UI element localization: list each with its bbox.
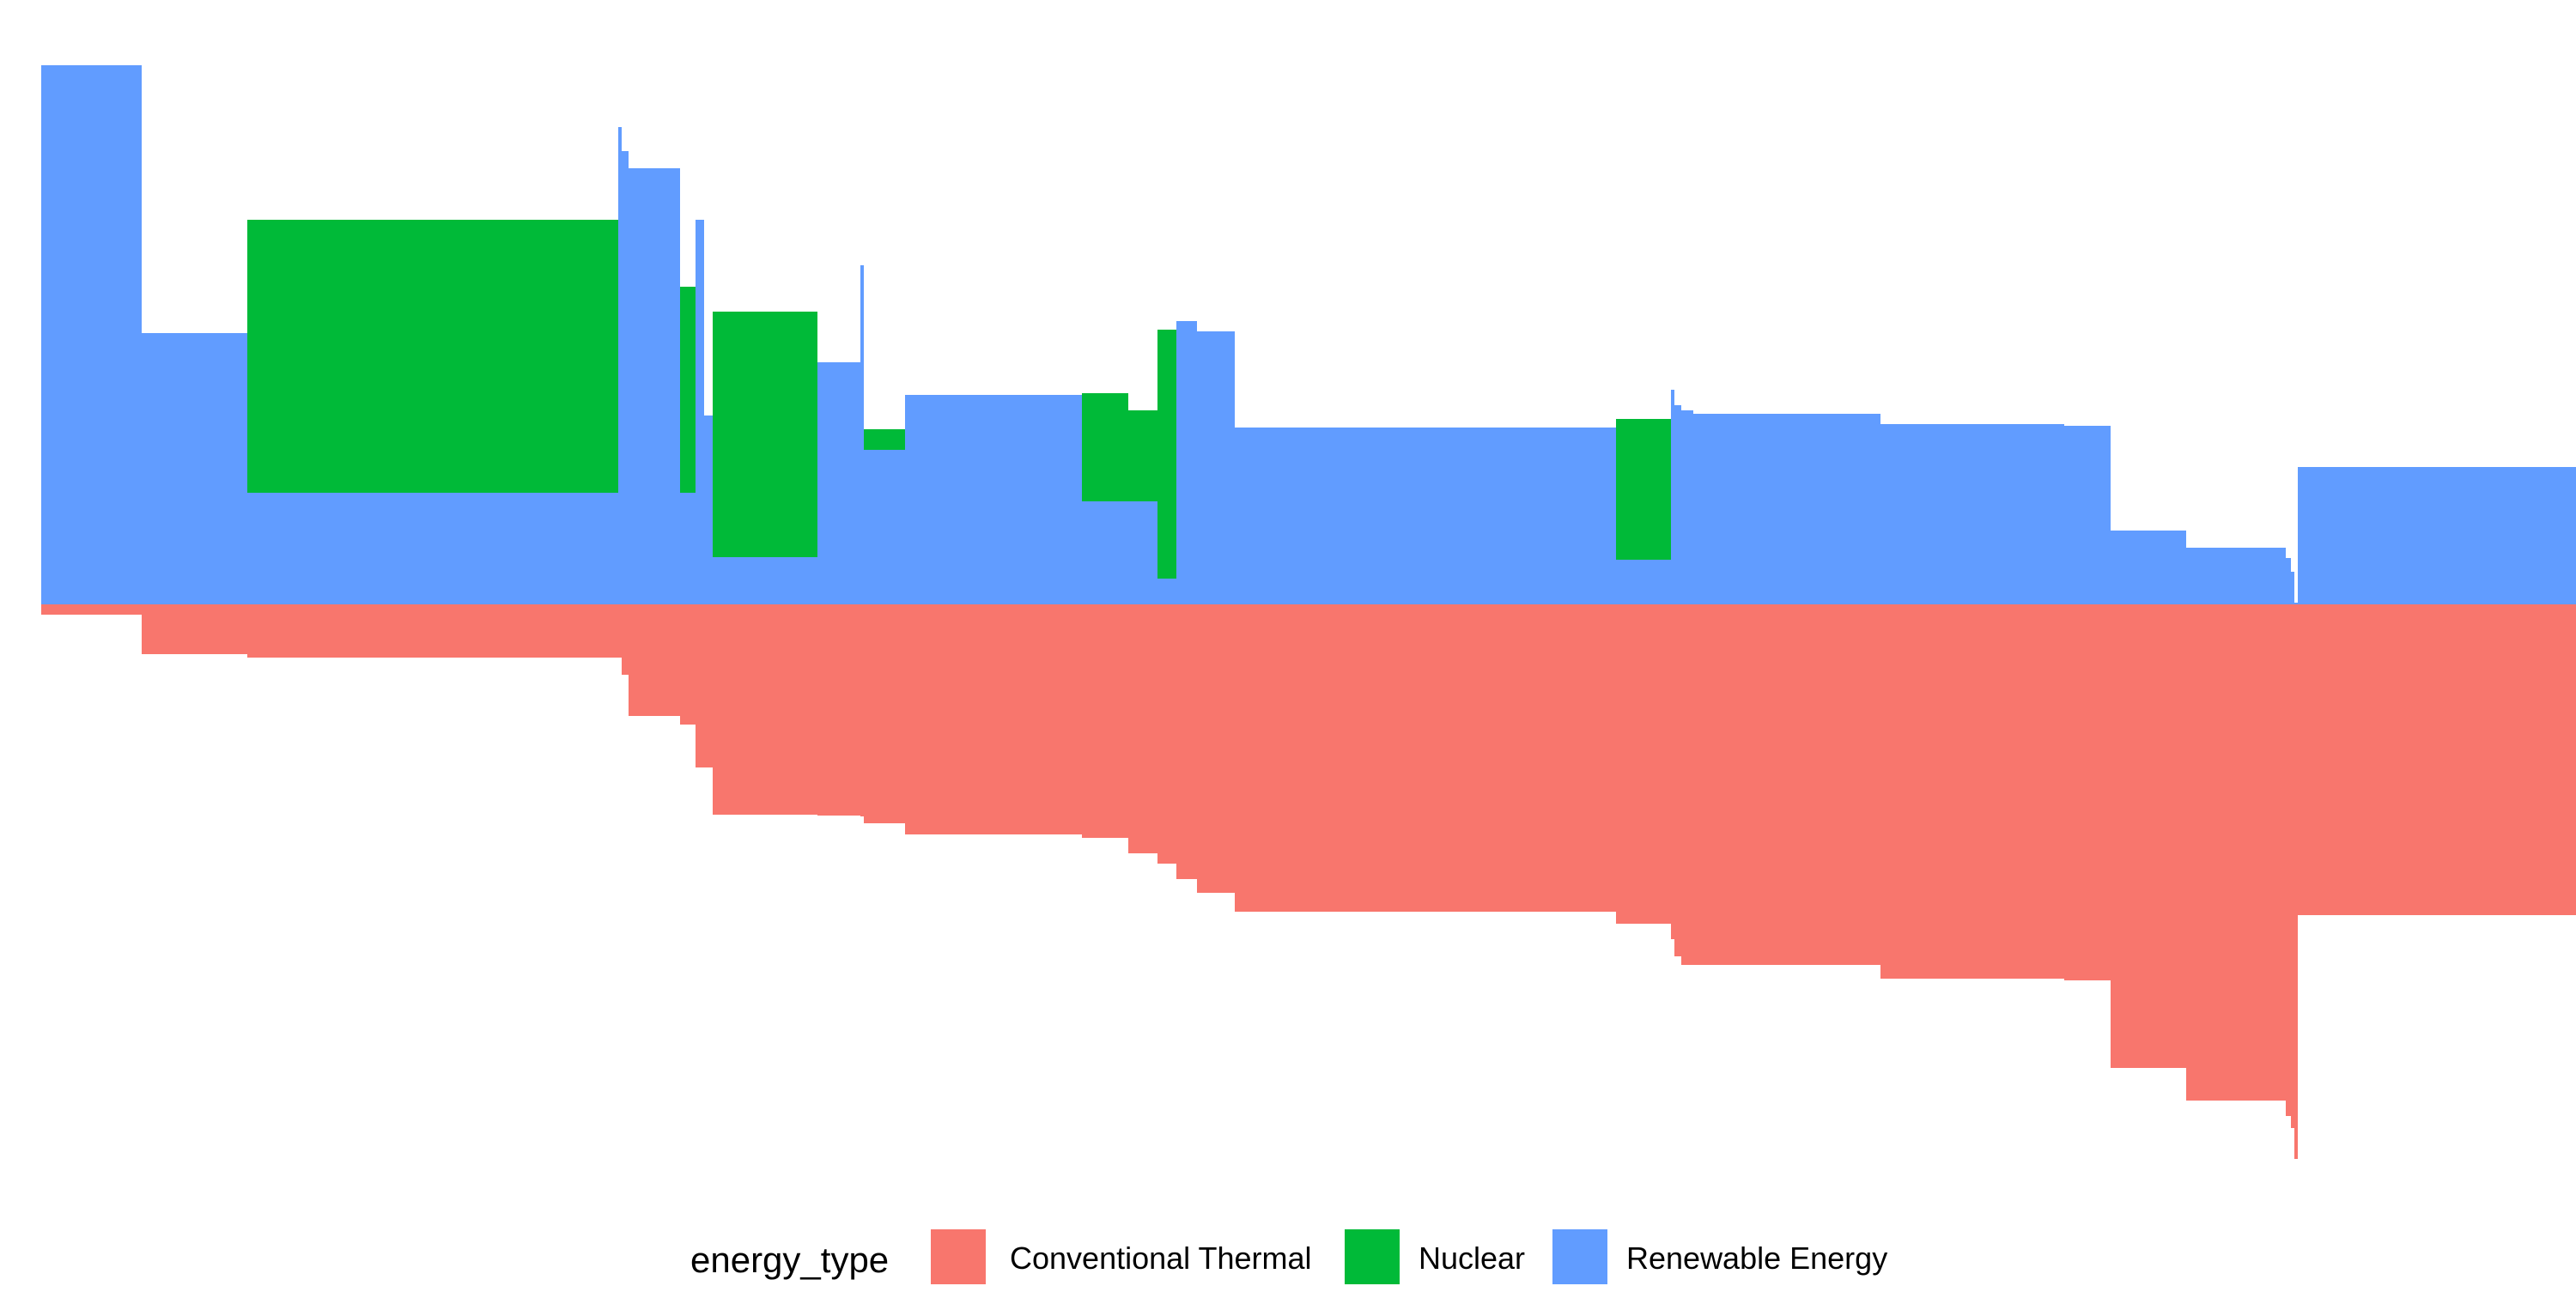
segment-28-renewable-energy-positive: [2186, 548, 2286, 604]
segment-26-renewable-energy-positive: [2064, 426, 2111, 604]
segment-15-conventional-thermal-negative: [1128, 604, 1157, 853]
segment-20-nuclear-positive: [1616, 419, 1671, 560]
segment-2-conventional-thermal-negative: [247, 604, 618, 658]
segment-23-conventional-thermal-negative: [1681, 604, 1693, 965]
legend-swatch-0: [931, 1229, 986, 1284]
segment-12-nuclear-positive: [864, 429, 905, 450]
segment-8-conventional-thermal-negative: [704, 604, 713, 767]
segment-16-conventional-thermal-negative: [1157, 604, 1176, 864]
legend-label-0: Conventional Thermal: [1010, 1240, 1312, 1276]
segment-16-nuclear-positive: [1157, 330, 1176, 579]
segment-28-conventional-thermal-negative: [2186, 604, 2286, 1101]
segment-18-renewable-energy-positive: [1197, 331, 1235, 604]
spike-1: [622, 151, 625, 604]
segment-9-conventional-thermal-negative: [713, 604, 817, 815]
legend-title: energy_type: [690, 1240, 889, 1280]
legend-label-1: Nuclear: [1419, 1240, 1525, 1276]
segment-21-renewable-energy-positive: [1671, 390, 1674, 604]
legend-entry-renewable-energy: Renewable Energy: [1552, 1229, 1887, 1284]
legend-swatch-1: [1345, 1229, 1400, 1284]
segment-21-conventional-thermal-negative: [1671, 604, 1674, 939]
segment-24-conventional-thermal-negative: [1693, 604, 1880, 965]
segment-5-conventional-thermal-negative: [629, 604, 680, 716]
segment-6-nuclear-positive: [680, 287, 696, 493]
segment-7-renewable-energy-positive: [696, 220, 704, 604]
segment-14-conventional-thermal-negative: [1082, 604, 1128, 838]
segment-13-renewable-energy-positive: [905, 395, 1082, 604]
segment-3-conventional-thermal-negative: [618, 604, 622, 658]
segment-7-conventional-thermal-negative: [696, 604, 704, 767]
segment-5-renewable-energy-positive: [629, 168, 680, 604]
segment-27-renewable-energy-positive: [2111, 531, 2186, 604]
segment-16-renewable-energy-positive: [1157, 579, 1176, 604]
segment-1-renewable-energy-positive: [142, 333, 247, 604]
segment-14-nuclear-positive: [1082, 393, 1128, 501]
segment-14-renewable-energy-positive: [1082, 501, 1128, 604]
segment-20-conventional-thermal-negative: [1616, 604, 1671, 924]
legend-entry-nuclear: Nuclear: [1345, 1229, 1525, 1284]
segment-19-renewable-energy-positive: [1235, 428, 1616, 604]
segment-29-conventional-thermal-negative: [2286, 604, 2291, 1116]
segment-18-conventional-thermal-negative: [1197, 604, 1235, 893]
segment-4-conventional-thermal-negative: [622, 604, 629, 675]
segment-31-renewable-energy-positive: [2294, 603, 2298, 604]
segment-0-conventional-thermal-negative: [41, 604, 142, 615]
segment-30-conventional-thermal-negative: [2291, 604, 2294, 1128]
segment-20-renewable-energy-positive: [1616, 560, 1671, 604]
segment-17-conventional-thermal-negative: [1176, 604, 1197, 879]
segment-26-conventional-thermal-negative: [2064, 604, 2111, 980]
segment-22-conventional-thermal-negative: [1674, 604, 1681, 956]
segment-13-conventional-thermal-negative: [905, 604, 1082, 834]
segment-12-renewable-energy-positive: [864, 450, 905, 604]
segment-30-renewable-energy-positive: [2291, 572, 2294, 604]
segment-25-conventional-thermal-negative: [1880, 604, 2064, 979]
segment-31-conventional-thermal-negative: [2294, 604, 2298, 1159]
segment-15-renewable-energy-positive: [1128, 501, 1157, 604]
segment-10-renewable-energy-positive: [817, 362, 860, 604]
segment-0-renewable-energy-positive: [41, 65, 142, 604]
plot-layer: [41, 65, 2576, 1159]
segment-32-renewable-energy-positive: [2298, 467, 2576, 604]
segment-22-renewable-energy-positive: [1674, 405, 1681, 604]
segment-17-renewable-energy-positive: [1176, 321, 1197, 604]
segment-8-renewable-energy-positive: [704, 416, 713, 604]
legend-swatch-2: [1552, 1229, 1607, 1284]
segment-15-nuclear-positive: [1128, 410, 1157, 501]
segment-29-renewable-energy-positive: [2286, 558, 2291, 604]
segment-6-conventional-thermal-negative: [680, 604, 696, 725]
legend-label-2: Renewable Energy: [1626, 1240, 1887, 1276]
segment-1-conventional-thermal-negative: [142, 604, 247, 654]
segment-32-conventional-thermal-negative: [2298, 604, 2576, 915]
segment-6-renewable-energy-positive: [680, 493, 696, 604]
segment-23-renewable-energy-positive: [1681, 410, 1693, 604]
spike-0: [618, 127, 622, 604]
segment-19-conventional-thermal-negative: [1235, 604, 1616, 912]
segment-9-nuclear-positive: [713, 312, 817, 557]
segment-12-conventional-thermal-negative: [864, 604, 905, 823]
segment-11-conventional-thermal-negative: [860, 604, 864, 816]
segment-2-renewable-energy-positive: [247, 493, 618, 604]
segment-9-renewable-energy-positive: [713, 557, 817, 604]
segment-27-conventional-thermal-negative: [2111, 604, 2186, 1068]
legend-entry-conventional-thermal: Conventional Thermal: [931, 1229, 1312, 1284]
legend: energy_type Conventional Thermal Nuclear R…: [690, 1229, 1887, 1284]
spike-2: [860, 265, 864, 604]
segment-2-nuclear-positive: [247, 220, 618, 493]
segment-10-conventional-thermal-negative: [817, 604, 860, 816]
segment-25-renewable-energy-positive: [1880, 424, 2064, 604]
segment-24-renewable-energy-positive: [1693, 414, 1880, 604]
